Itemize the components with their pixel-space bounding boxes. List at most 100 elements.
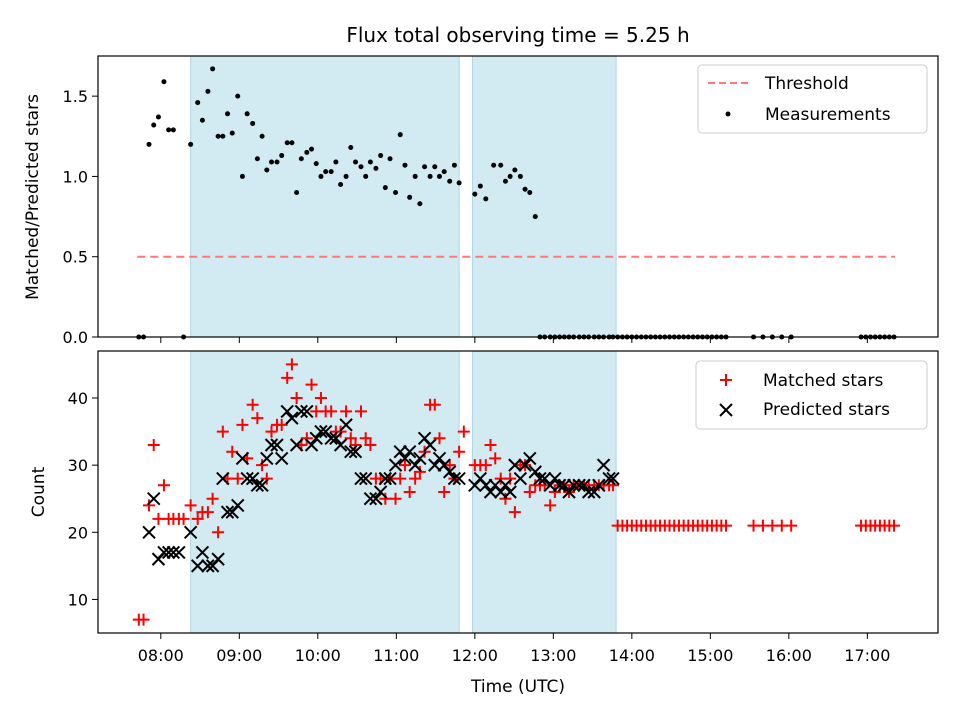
measurement-point (456, 180, 462, 186)
predicted-star-point (348, 445, 363, 459)
y-tick-label: 30 (68, 456, 88, 475)
measurement-point (412, 173, 418, 179)
matched-star-point (152, 512, 165, 525)
top-legend-box (697, 64, 928, 134)
matched-star-point (398, 459, 411, 472)
predicted-star-point (344, 445, 358, 459)
predicted-star-point (147, 492, 161, 506)
measurement-point (348, 145, 354, 151)
measurement-point (522, 186, 528, 192)
predicted-star-point (166, 545, 181, 560)
measurement-point (477, 183, 483, 189)
measurement-point (491, 162, 497, 168)
measurement-point (304, 149, 310, 155)
matched-star-point (314, 392, 327, 404)
measurement-point (358, 164, 364, 170)
matched-star-point (236, 418, 249, 431)
predicted-star-point (378, 471, 393, 486)
top-axis-ticks: 0.0 0.5 1.0 1.5 (63, 87, 868, 347)
matched-star-point (409, 472, 422, 485)
measurement-point (259, 133, 265, 139)
measurement-point (199, 117, 205, 123)
measurement-point (517, 173, 523, 179)
matched-star-point (334, 425, 347, 438)
measurement-point (407, 194, 413, 200)
chart-title: Flux total observing time = 5.25 h (346, 23, 689, 47)
predicted-star-point (309, 431, 323, 445)
measurement-point (352, 159, 358, 165)
x-tick-label: 11:00 (373, 646, 419, 665)
matched-star-point (216, 425, 229, 438)
measurement-point (205, 88, 211, 94)
predicted-star-point (358, 471, 373, 486)
measurement-point (195, 100, 201, 106)
predicted-star-point (289, 438, 304, 452)
bottom-panel: 10 20 30 40 08:00 09:00 10:00 11:00 12:00 13:00 14… (29, 350, 939, 697)
predicted-star-point (543, 478, 557, 492)
matched-star-point (489, 452, 502, 465)
matched-star-point (720, 519, 733, 532)
predicted-star-point (280, 404, 294, 419)
matched-star-point (285, 358, 298, 371)
predicted-star-point (216, 471, 230, 486)
predicted-star-point (494, 485, 508, 499)
matched-star-point (413, 465, 426, 478)
x-tick-label: 14:00 (609, 646, 655, 665)
measurement-point (382, 185, 388, 191)
measurement-point (298, 156, 304, 162)
matched-star-point (354, 405, 367, 418)
matched-star-point (453, 445, 466, 458)
measurement-point (483, 196, 489, 202)
predicted-star-point (329, 431, 343, 445)
legend-measurements-swatch (725, 111, 731, 117)
matched-star-point (499, 492, 512, 505)
predicted-star-point (383, 471, 397, 486)
predicted-star-point (294, 404, 309, 419)
matched-star-point (389, 492, 402, 505)
matched-star-point (508, 506, 521, 519)
y-tick-label: 1.0 (63, 167, 88, 186)
matched-star-point (201, 506, 214, 519)
measurement-point (363, 173, 369, 179)
measurement-point (244, 111, 250, 117)
predicted-star-point (533, 471, 547, 486)
predicted-star-point (231, 498, 245, 513)
measurement-point (229, 130, 235, 136)
matched-star-point (418, 445, 431, 458)
matched-star-point (325, 405, 338, 418)
predicted-star-point (428, 458, 442, 472)
predicted-star-point (528, 465, 542, 479)
measurement-point (155, 114, 161, 120)
predicted-star-point (393, 445, 407, 459)
matched-star-point (212, 526, 225, 539)
y-tick-label: 10 (68, 590, 88, 609)
predicted-star-point (255, 478, 269, 492)
predicted-star-point (304, 438, 319, 452)
predicted-star-point (513, 471, 528, 486)
predicted-star-point (413, 451, 427, 466)
measurement-point (328, 169, 334, 175)
matched-star-point (340, 405, 353, 418)
matched-star-point (403, 486, 416, 498)
predicted-star-point (183, 525, 198, 539)
measurement-point (472, 191, 478, 197)
measurement-point (220, 133, 226, 139)
measurement-point (378, 153, 384, 159)
predicted-star-point (567, 478, 581, 492)
predicted-star-point (142, 525, 156, 539)
predicted-star-point (240, 471, 254, 486)
predicted-star-point (452, 471, 466, 486)
bottom-shaded-spans (190, 350, 617, 634)
x-tick-label: 12:00 (452, 646, 498, 665)
predicted-star-point (398, 451, 412, 466)
matched-star-point (504, 472, 517, 485)
measurement-point (367, 159, 373, 165)
measurement-point (151, 122, 157, 128)
predicted-star-point (260, 451, 274, 466)
matched-star-point (438, 486, 451, 498)
matched-star-point (290, 392, 303, 404)
measurement-point (397, 132, 403, 138)
y-tick-label: 1.5 (63, 87, 88, 106)
bottom-axes-frame (97, 350, 939, 634)
predicted-star-point (270, 438, 284, 452)
